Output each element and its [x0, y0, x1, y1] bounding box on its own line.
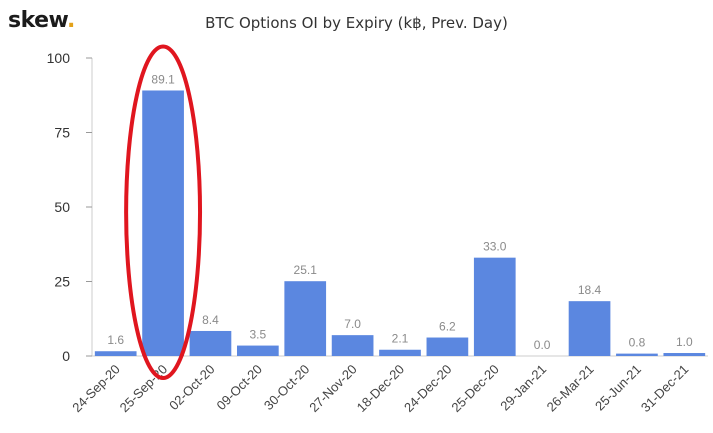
skew-logo: skew.	[8, 8, 75, 33]
data-label: 18.4	[578, 283, 602, 297]
x-tick-label: 27-Nov-20	[306, 362, 360, 416]
bar-31-Dec-21	[663, 353, 706, 356]
data-label: 89.1	[151, 72, 175, 86]
logo-text: skew	[8, 8, 67, 33]
logo-dot: .	[66, 8, 75, 33]
data-label: 0.0	[534, 338, 551, 352]
x-tick-label: 26-Mar-21	[544, 362, 597, 415]
y-tick-label: 75	[54, 125, 70, 141]
highlight-ellipse	[124, 44, 203, 380]
data-label: 3.5	[250, 328, 267, 342]
data-label: 33.0	[483, 240, 507, 254]
data-label: 1.6	[107, 333, 124, 347]
data-label: 6.2	[439, 320, 456, 334]
bar-26-Mar-21	[568, 301, 611, 356]
data-label: 8.4	[202, 313, 219, 327]
y-tick-label: 25	[54, 274, 70, 290]
x-tick-label: 09-Oct-20	[213, 362, 264, 413]
bar-18-Dec-20	[379, 349, 421, 356]
bar-24-Sep-20	[94, 351, 137, 356]
data-label: 0.8	[629, 336, 646, 350]
chart-title: BTC Options OI by Expiry (k฿, Prev. Day)	[205, 14, 508, 32]
bar-09-Oct-20	[236, 345, 279, 356]
x-tick-label: 25-Dec-20	[448, 362, 502, 416]
y-tick-label: 0	[62, 348, 70, 364]
y-tick-label: 100	[47, 50, 71, 66]
x-tick-label: 31-Dec-21	[638, 362, 692, 416]
bar-25-Sep-20	[142, 90, 184, 357]
x-tick-label: 29-Jan-21	[497, 362, 549, 414]
data-label: 2.1	[392, 332, 409, 346]
bar-25-Dec-20	[473, 257, 516, 356]
x-tick-label: 24-Sep-20	[69, 362, 123, 416]
bar-27-Nov-20	[331, 335, 374, 356]
x-tick-label: 25-Jun-21	[592, 362, 644, 414]
bar-02-Oct-20	[189, 330, 232, 356]
x-tick-label: 24-Dec-20	[401, 362, 455, 416]
x-tick-label: 18-Dec-20	[354, 362, 408, 416]
bar-30-Oct-20	[284, 281, 327, 356]
data-label: 7.0	[344, 317, 361, 331]
data-label: 1.0	[676, 335, 693, 349]
bar-24-Dec-20	[426, 337, 469, 356]
x-tick-label: 30-Oct-20	[261, 362, 312, 413]
data-label: 25.1	[294, 263, 318, 277]
y-tick-label: 50	[54, 199, 70, 215]
bar-25-Jun-21	[616, 353, 658, 356]
x-tick-label: 25-Sep-20	[117, 362, 171, 416]
